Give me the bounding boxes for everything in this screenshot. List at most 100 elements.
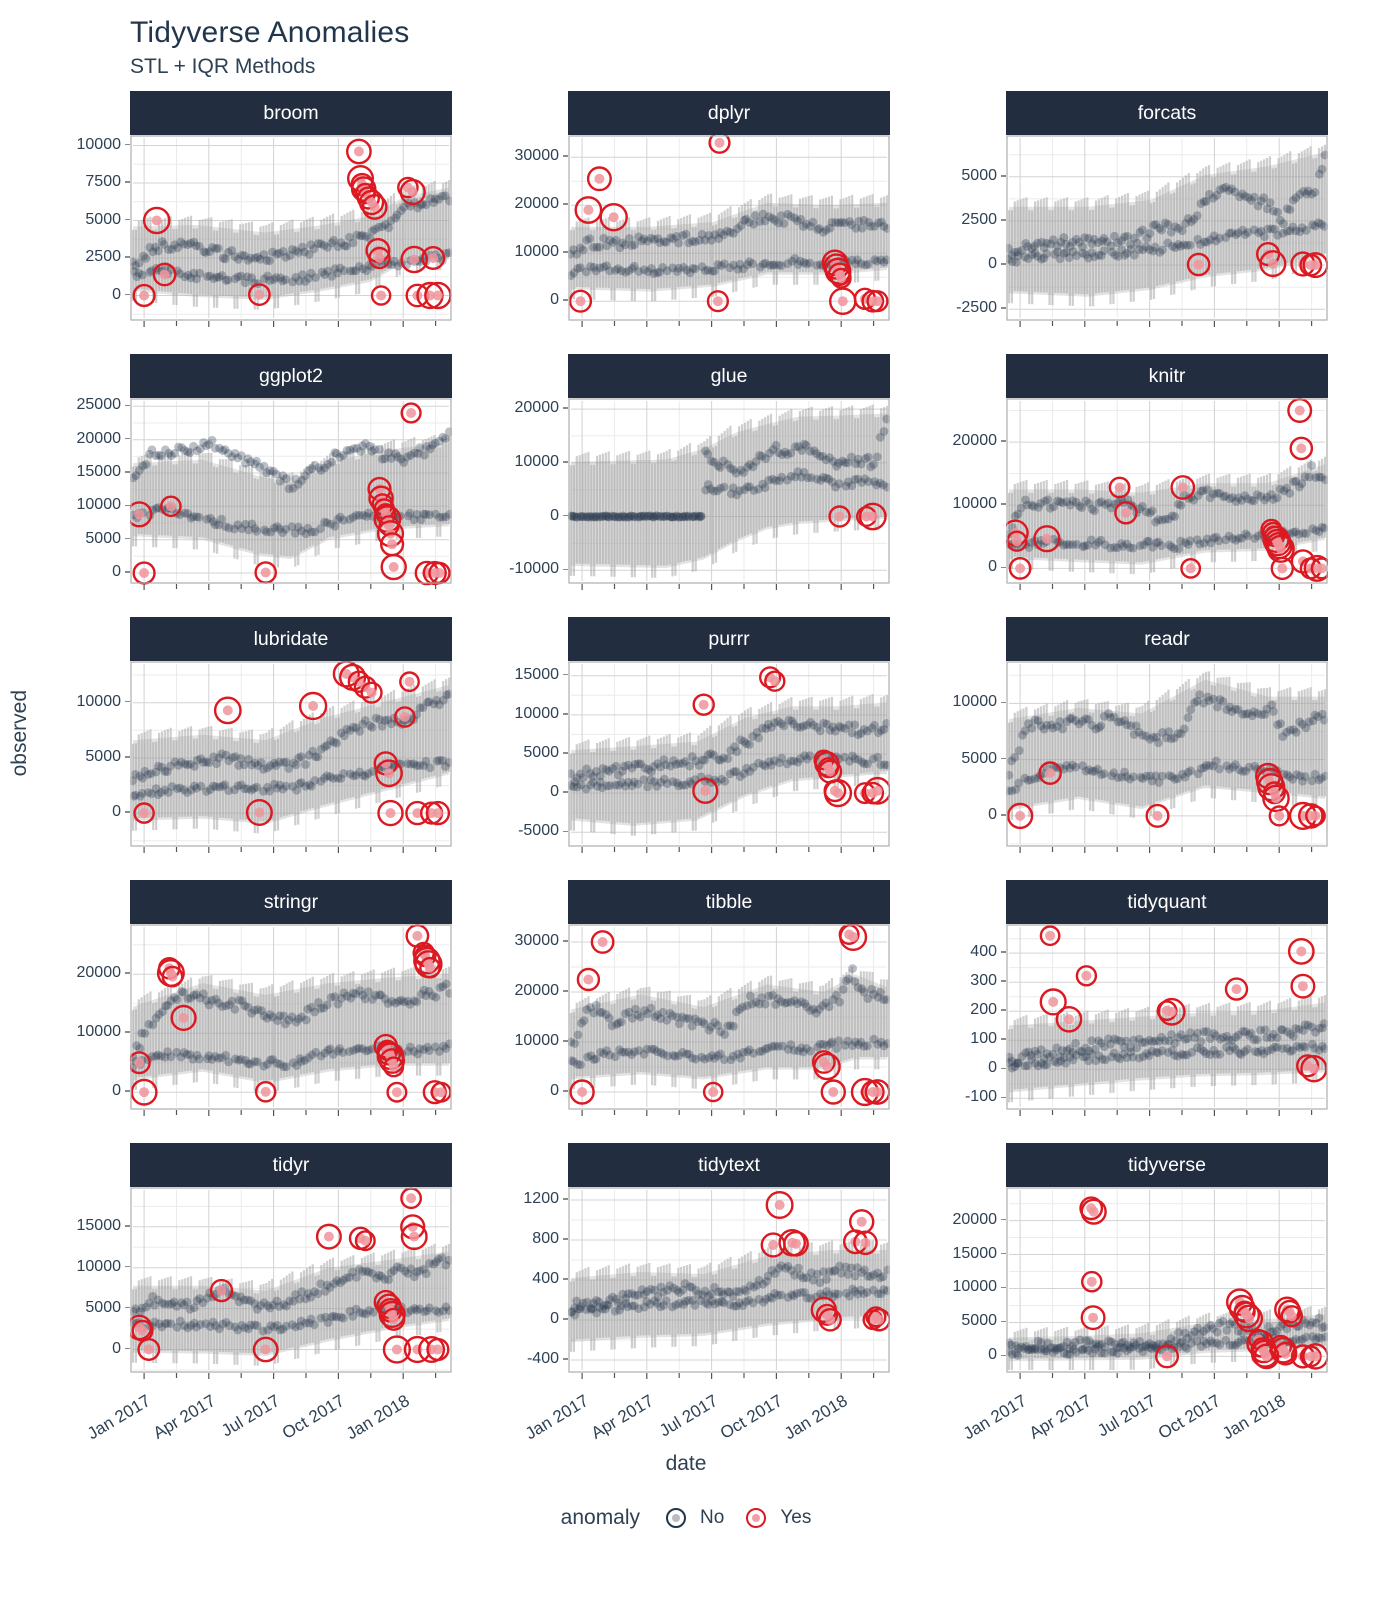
- y-tick-label: 5000: [85, 748, 130, 766]
- facet-title: ggplot2: [259, 364, 323, 387]
- legend-yes-ring-icon: [746, 1508, 767, 1528]
- y-tick-label: 0: [550, 783, 568, 801]
- y-tick-label: 15000: [953, 1245, 1007, 1263]
- page-subtitle: STL + IQR Methods: [130, 55, 316, 78]
- x-tick-label: Apr 2017: [587, 1391, 657, 1443]
- x-tick-label: Jan 2017: [960, 1391, 1030, 1444]
- panel-svg-ggplot2: [130, 398, 452, 591]
- facet-strip: readr: [1006, 617, 1328, 661]
- observed-points: [568, 209, 890, 280]
- facet-forcats: -2500 0 2500 5000 forcats: [902, 91, 1340, 328]
- facet-strip: knitr: [1006, 354, 1328, 398]
- facet-strip: tidyr: [130, 1143, 452, 1187]
- facet-title: readr: [1144, 627, 1190, 650]
- y-tick-label: 5000: [961, 750, 1006, 768]
- facet-readr: 0 5000 10000 readr: [902, 617, 1340, 854]
- facet-strip: stringr: [130, 880, 452, 924]
- legend-yes-label: Yes: [780, 1507, 812, 1528]
- y-tick-label: 800: [532, 1230, 568, 1248]
- observed-points: [1006, 1019, 1328, 1073]
- y-tick-label: 0: [112, 563, 130, 581]
- y-tick-label: 10000: [77, 1023, 131, 1041]
- x-tick-label: Jan 2018: [1219, 1391, 1289, 1444]
- x-tick-label: Jul 2017: [1094, 1391, 1160, 1441]
- anomaly-points: [692, 666, 890, 808]
- facet-title: tidyquant: [1127, 890, 1207, 913]
- y-tick-label: 2500: [85, 248, 130, 266]
- y-tick-label: 20000: [953, 432, 1007, 450]
- y-tick-label: -400: [527, 1350, 568, 1368]
- y-tick-label: 20000: [77, 964, 131, 982]
- panel-wrap: dplyr: [568, 91, 890, 328]
- x-tick-label: Oct 2017: [717, 1391, 787, 1443]
- y-axis-ggplot2: 0 5000 10000 15000 20000 25000: [26, 354, 130, 591]
- facet-title: lubridate: [253, 627, 329, 650]
- anomaly-points: [1186, 241, 1328, 279]
- observed-points: [568, 414, 890, 522]
- panel-svg-broom: [130, 135, 452, 328]
- y-axis-forcats: -2500 0 2500 5000: [902, 91, 1006, 328]
- x-axis-labels: Jan 2017 Apr 2017 Jul 2017 Oct 2017 Jan 2018: [522, 1381, 890, 1451]
- facet-tidyquant: -100 0 100 200 300 400 tidyquant: [902, 880, 1340, 1117]
- legend-key-yes: Yes: [746, 1507, 811, 1529]
- panel-svg-tidyr: [130, 1187, 452, 1380]
- x-tick-marks: [1019, 847, 1313, 853]
- y-axis-dplyr: 0 10000 20000 30000: [464, 91, 568, 328]
- panel-wrap: ggplot2: [130, 354, 452, 591]
- anomaly-points: [1039, 925, 1328, 1083]
- y-tick-label: 0: [988, 255, 1006, 273]
- y-tick-label: 0: [112, 1340, 130, 1358]
- anomaly-points: [130, 402, 451, 586]
- anomaly-points: [568, 135, 889, 315]
- panel-svg-readr: [1006, 661, 1328, 854]
- y-tick-label: 20000: [515, 399, 569, 417]
- anomaly-points: [1006, 398, 1328, 582]
- y-tick-label: 1200: [523, 1190, 568, 1208]
- x-tick-marks: [143, 321, 437, 327]
- anomaly-points: [130, 1187, 450, 1364]
- y-tick-label: 0: [988, 1059, 1006, 1077]
- y-tick-label: 5000: [85, 1299, 130, 1317]
- facet-tidytext: -400 0 400 800 1200 tidytext Jan 2017 Apr 2017 J…: [464, 1143, 902, 1443]
- anomaly-points: [1006, 761, 1326, 830]
- observed-points: [568, 1261, 890, 1320]
- facet-strip: tidytext: [568, 1143, 890, 1187]
- y-axis-tidyverse: 0 5000 10000 15000 20000: [902, 1143, 1006, 1380]
- y-tick-label: 5000: [961, 1312, 1006, 1330]
- y-tick-label: 10000: [77, 1258, 131, 1276]
- y-tick-label: 10000: [515, 1032, 569, 1050]
- y-tick-label: 5000: [85, 530, 130, 548]
- panel-wrap: lubridate: [130, 617, 452, 854]
- y-tick-label: 400: [532, 1270, 568, 1288]
- x-tick-marks: [1019, 584, 1313, 590]
- observed-points: [568, 715, 890, 794]
- x-tick-label: Apr 2017: [1025, 1391, 1095, 1443]
- facet-strip: ggplot2: [130, 354, 452, 398]
- facet-tibble: 0 10000 20000 30000 tibble: [464, 880, 902, 1117]
- x-tick-label: Jul 2017: [656, 1391, 722, 1441]
- y-tick-label: 10000: [515, 243, 569, 261]
- facet-title: tidytext: [698, 1153, 760, 1176]
- facet-strip: tibble: [568, 880, 890, 924]
- legend-no-dot-icon: [672, 1514, 681, 1522]
- y-tick-label: 20000: [515, 195, 569, 213]
- panel-wrap: tidyquant: [1006, 880, 1328, 1117]
- y-axis-readr: 0 5000 10000: [902, 617, 1006, 854]
- y-tick-label: 7500: [85, 173, 130, 191]
- observed-points: [568, 964, 890, 1070]
- x-tick-marks: [581, 1110, 875, 1116]
- panel-wrap: tidyverse Jan 2017 Apr 2017 Jul 2017 Oct 201…: [960, 1143, 1328, 1443]
- y-tick-label: 400: [970, 943, 1006, 961]
- facet-ggplot2: 0 5000 10000 15000 20000 25000 ggplot2: [26, 354, 464, 591]
- y-tick-label: 0: [112, 286, 130, 304]
- x-tick-marks: [1019, 1373, 1313, 1379]
- facet-tidyverse: 0 5000 10000 15000 20000 tidyverse Jan 2017 Apr…: [902, 1143, 1340, 1443]
- facet-strip: dplyr: [568, 91, 890, 135]
- panel-svg-tidytext: [568, 1187, 890, 1380]
- legend-yes-dot-icon: [752, 1514, 761, 1522]
- observed-points: [1006, 1313, 1328, 1360]
- y-axis-glue: -10000 0 10000 20000: [464, 354, 568, 591]
- y-tick-label: 20000: [77, 430, 131, 448]
- y-tick-label: 25000: [77, 396, 131, 414]
- y-tick-label: 20000: [953, 1211, 1007, 1229]
